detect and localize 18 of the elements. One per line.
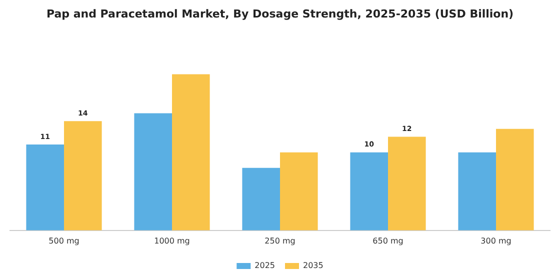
bar bbox=[388, 136, 426, 230]
x-tick-label: 500 mg bbox=[48, 236, 80, 246]
bar bbox=[350, 152, 388, 230]
x-tick-label: 300 mg bbox=[480, 236, 512, 246]
x-tick-label: 1000 mg bbox=[154, 236, 190, 246]
chart-title: Pap and Paracetamol Market, By Dosage Strength, 2025-2035 (USD Billion) bbox=[46, 7, 514, 20]
legend-label: 2025 bbox=[254, 261, 275, 270]
x-tick-label: 250 mg bbox=[264, 236, 296, 246]
bar bbox=[496, 128, 534, 230]
bar bbox=[26, 144, 64, 230]
legend-label: 2035 bbox=[303, 261, 324, 270]
bar bbox=[458, 152, 496, 230]
bar bbox=[64, 121, 102, 230]
bar bbox=[134, 113, 172, 230]
bar bbox=[280, 152, 318, 230]
x-tick-label: 650 mg bbox=[372, 236, 404, 246]
bar bbox=[242, 168, 280, 230]
bar bbox=[172, 74, 210, 230]
